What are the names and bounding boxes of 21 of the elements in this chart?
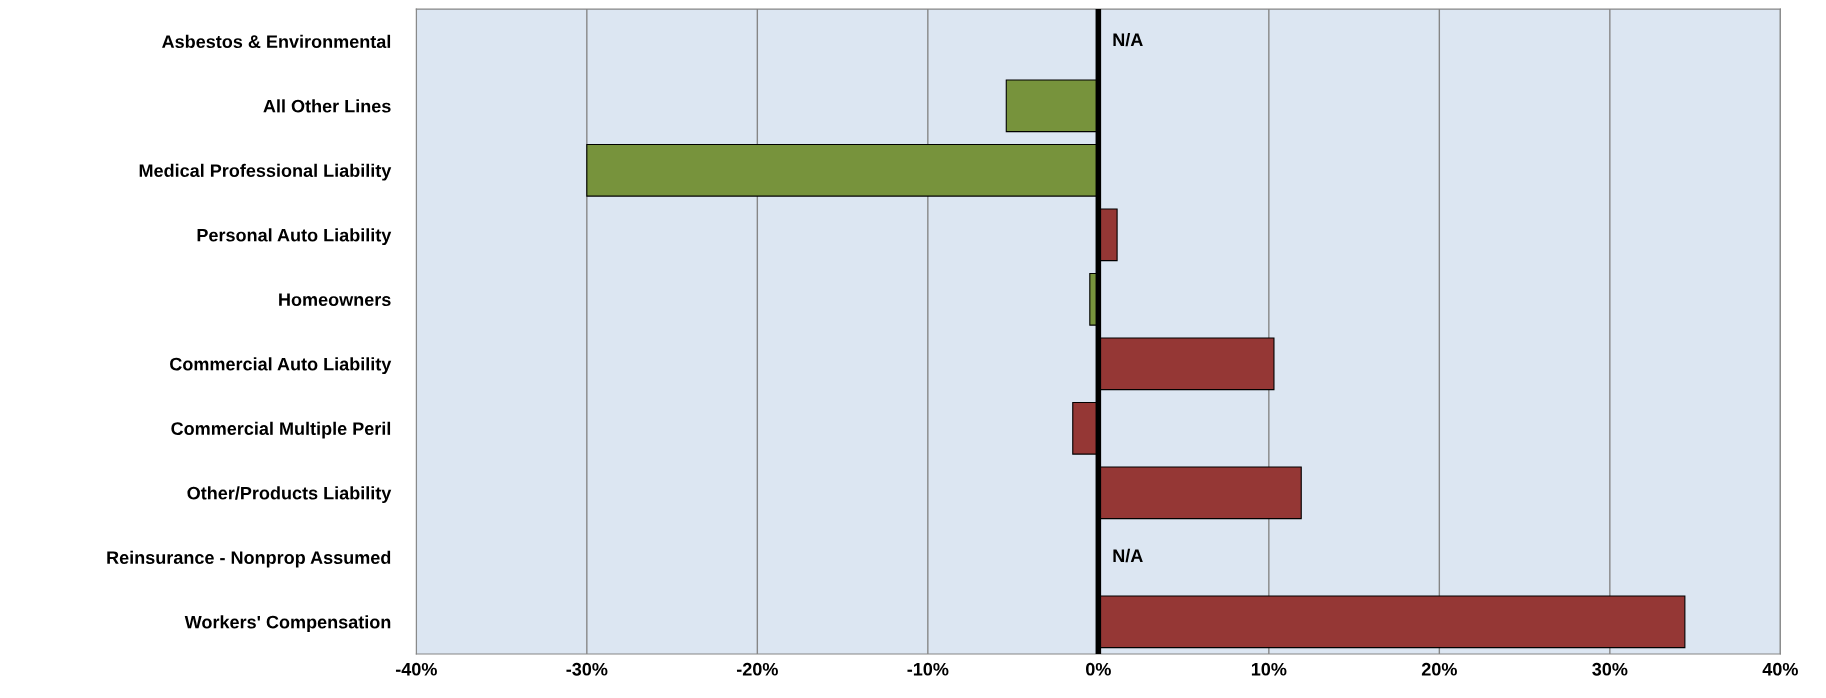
y-tick-label: Commercial Multiple Peril (171, 421, 391, 439)
y-tick-label: Other/Products Liability (187, 486, 392, 504)
x-tick-label: 30% (1592, 662, 1628, 676)
x-tick-label: -20% (736, 662, 778, 676)
x-tick-label: -10% (907, 662, 949, 676)
x-tick-label: 40% (1762, 662, 1798, 676)
y-tick-label: Commercial Auto Liability (170, 357, 392, 375)
y-tick-label: Workers' Compensation (184, 615, 391, 633)
x-tick-label: 0% (1086, 662, 1111, 676)
x-tick-label: 20% (1421, 662, 1457, 676)
y-tick-label: Asbestos & Environmental (162, 34, 391, 49)
y-tick-label: Homeowners (279, 293, 391, 307)
y-tick-label: Personal Auto Liability (197, 228, 392, 246)
y-tick-label: Reinsurance - Nonprop Assumed (107, 550, 391, 568)
y-tick-label: Medical Professional Liability (139, 163, 392, 181)
x-tick-label: -30% (566, 662, 608, 676)
annotation: N/A (1113, 548, 1143, 563)
x-tick-label: -40% (395, 662, 437, 676)
annotation: N/A (1113, 32, 1143, 47)
x-tick-label: 10% (1251, 662, 1287, 676)
y-tick-label: All Other Lines (263, 99, 391, 113)
